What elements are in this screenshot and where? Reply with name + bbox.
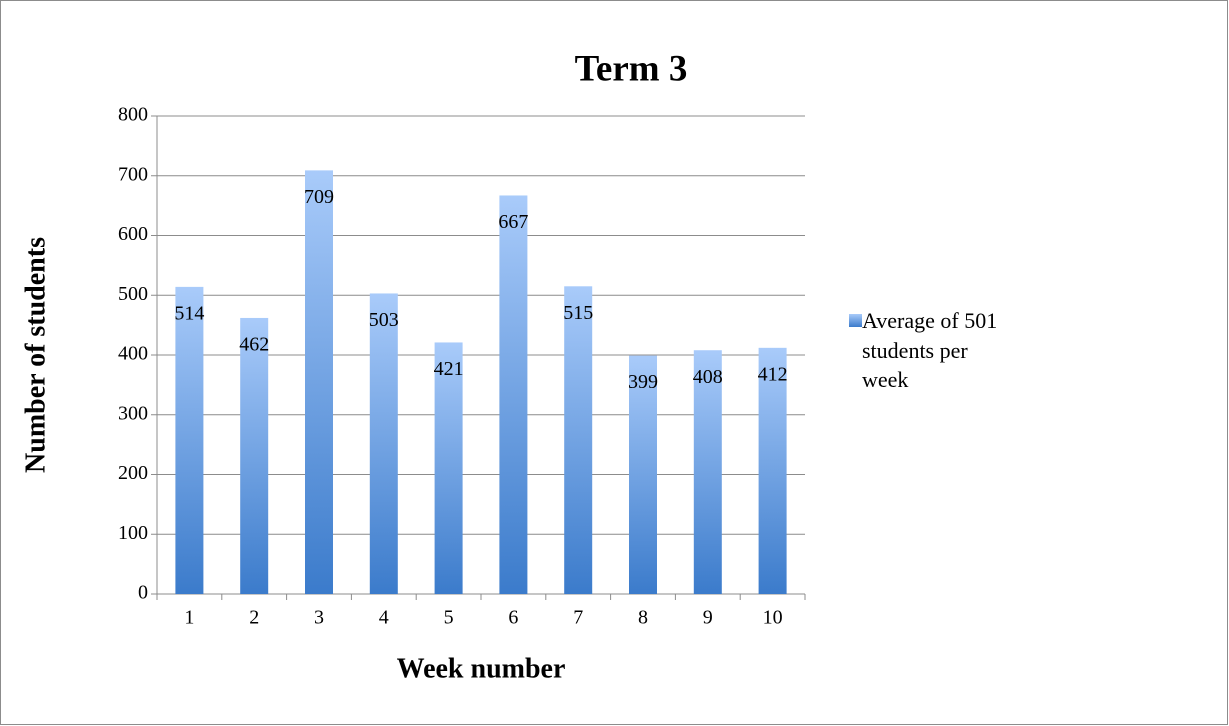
x-tick-label: 9 — [703, 607, 713, 629]
y-tick-label: 400 — [118, 343, 148, 365]
data-label: 399 — [628, 371, 658, 393]
x-tick-label: 6 — [508, 607, 518, 629]
x-tick-label: 7 — [573, 607, 583, 629]
data-label: 503 — [369, 309, 399, 331]
x-tick-label: 3 — [314, 607, 324, 629]
bar — [240, 317, 269, 594]
bar — [369, 293, 398, 594]
data-label: 412 — [758, 363, 788, 385]
chart-title: Term 3 — [575, 48, 688, 89]
legend-swatch — [849, 314, 862, 327]
x-tick-label: 2 — [249, 607, 259, 629]
y-tick-label: 800 — [118, 104, 148, 126]
y-tick-label: 0 — [138, 582, 148, 604]
legend-label: Average of 501 students per week — [862, 308, 998, 392]
bar — [758, 347, 787, 594]
data-label: 462 — [239, 334, 269, 356]
bar — [564, 286, 593, 594]
bar — [693, 350, 722, 594]
data-label: 709 — [304, 186, 334, 208]
x-axis-label: Week number — [397, 653, 566, 684]
x-tick-label: 1 — [184, 607, 194, 629]
y-tick-label: 700 — [118, 163, 148, 185]
bar — [175, 286, 204, 594]
data-label: 408 — [693, 366, 723, 388]
bar — [499, 195, 528, 594]
data-label: 515 — [563, 302, 593, 324]
data-label: 667 — [498, 211, 528, 233]
bar — [305, 170, 333, 594]
y-tick-label: 200 — [118, 462, 148, 484]
x-tick-label: 8 — [638, 607, 648, 629]
x-tick-label: 4 — [379, 607, 389, 629]
y-axis-label: Number of students — [20, 237, 51, 473]
x-tick-label: 5 — [444, 607, 454, 629]
data-label: 514 — [174, 302, 204, 324]
y-tick-label: 600 — [118, 223, 148, 245]
y-tick-label: 500 — [118, 283, 148, 305]
data-label: 421 — [434, 358, 464, 380]
bar — [434, 342, 463, 594]
y-tick-label: 300 — [118, 402, 148, 424]
bar — [629, 355, 657, 594]
y-tick-label: 100 — [118, 522, 148, 544]
x-tick-label: 10 — [763, 607, 783, 629]
